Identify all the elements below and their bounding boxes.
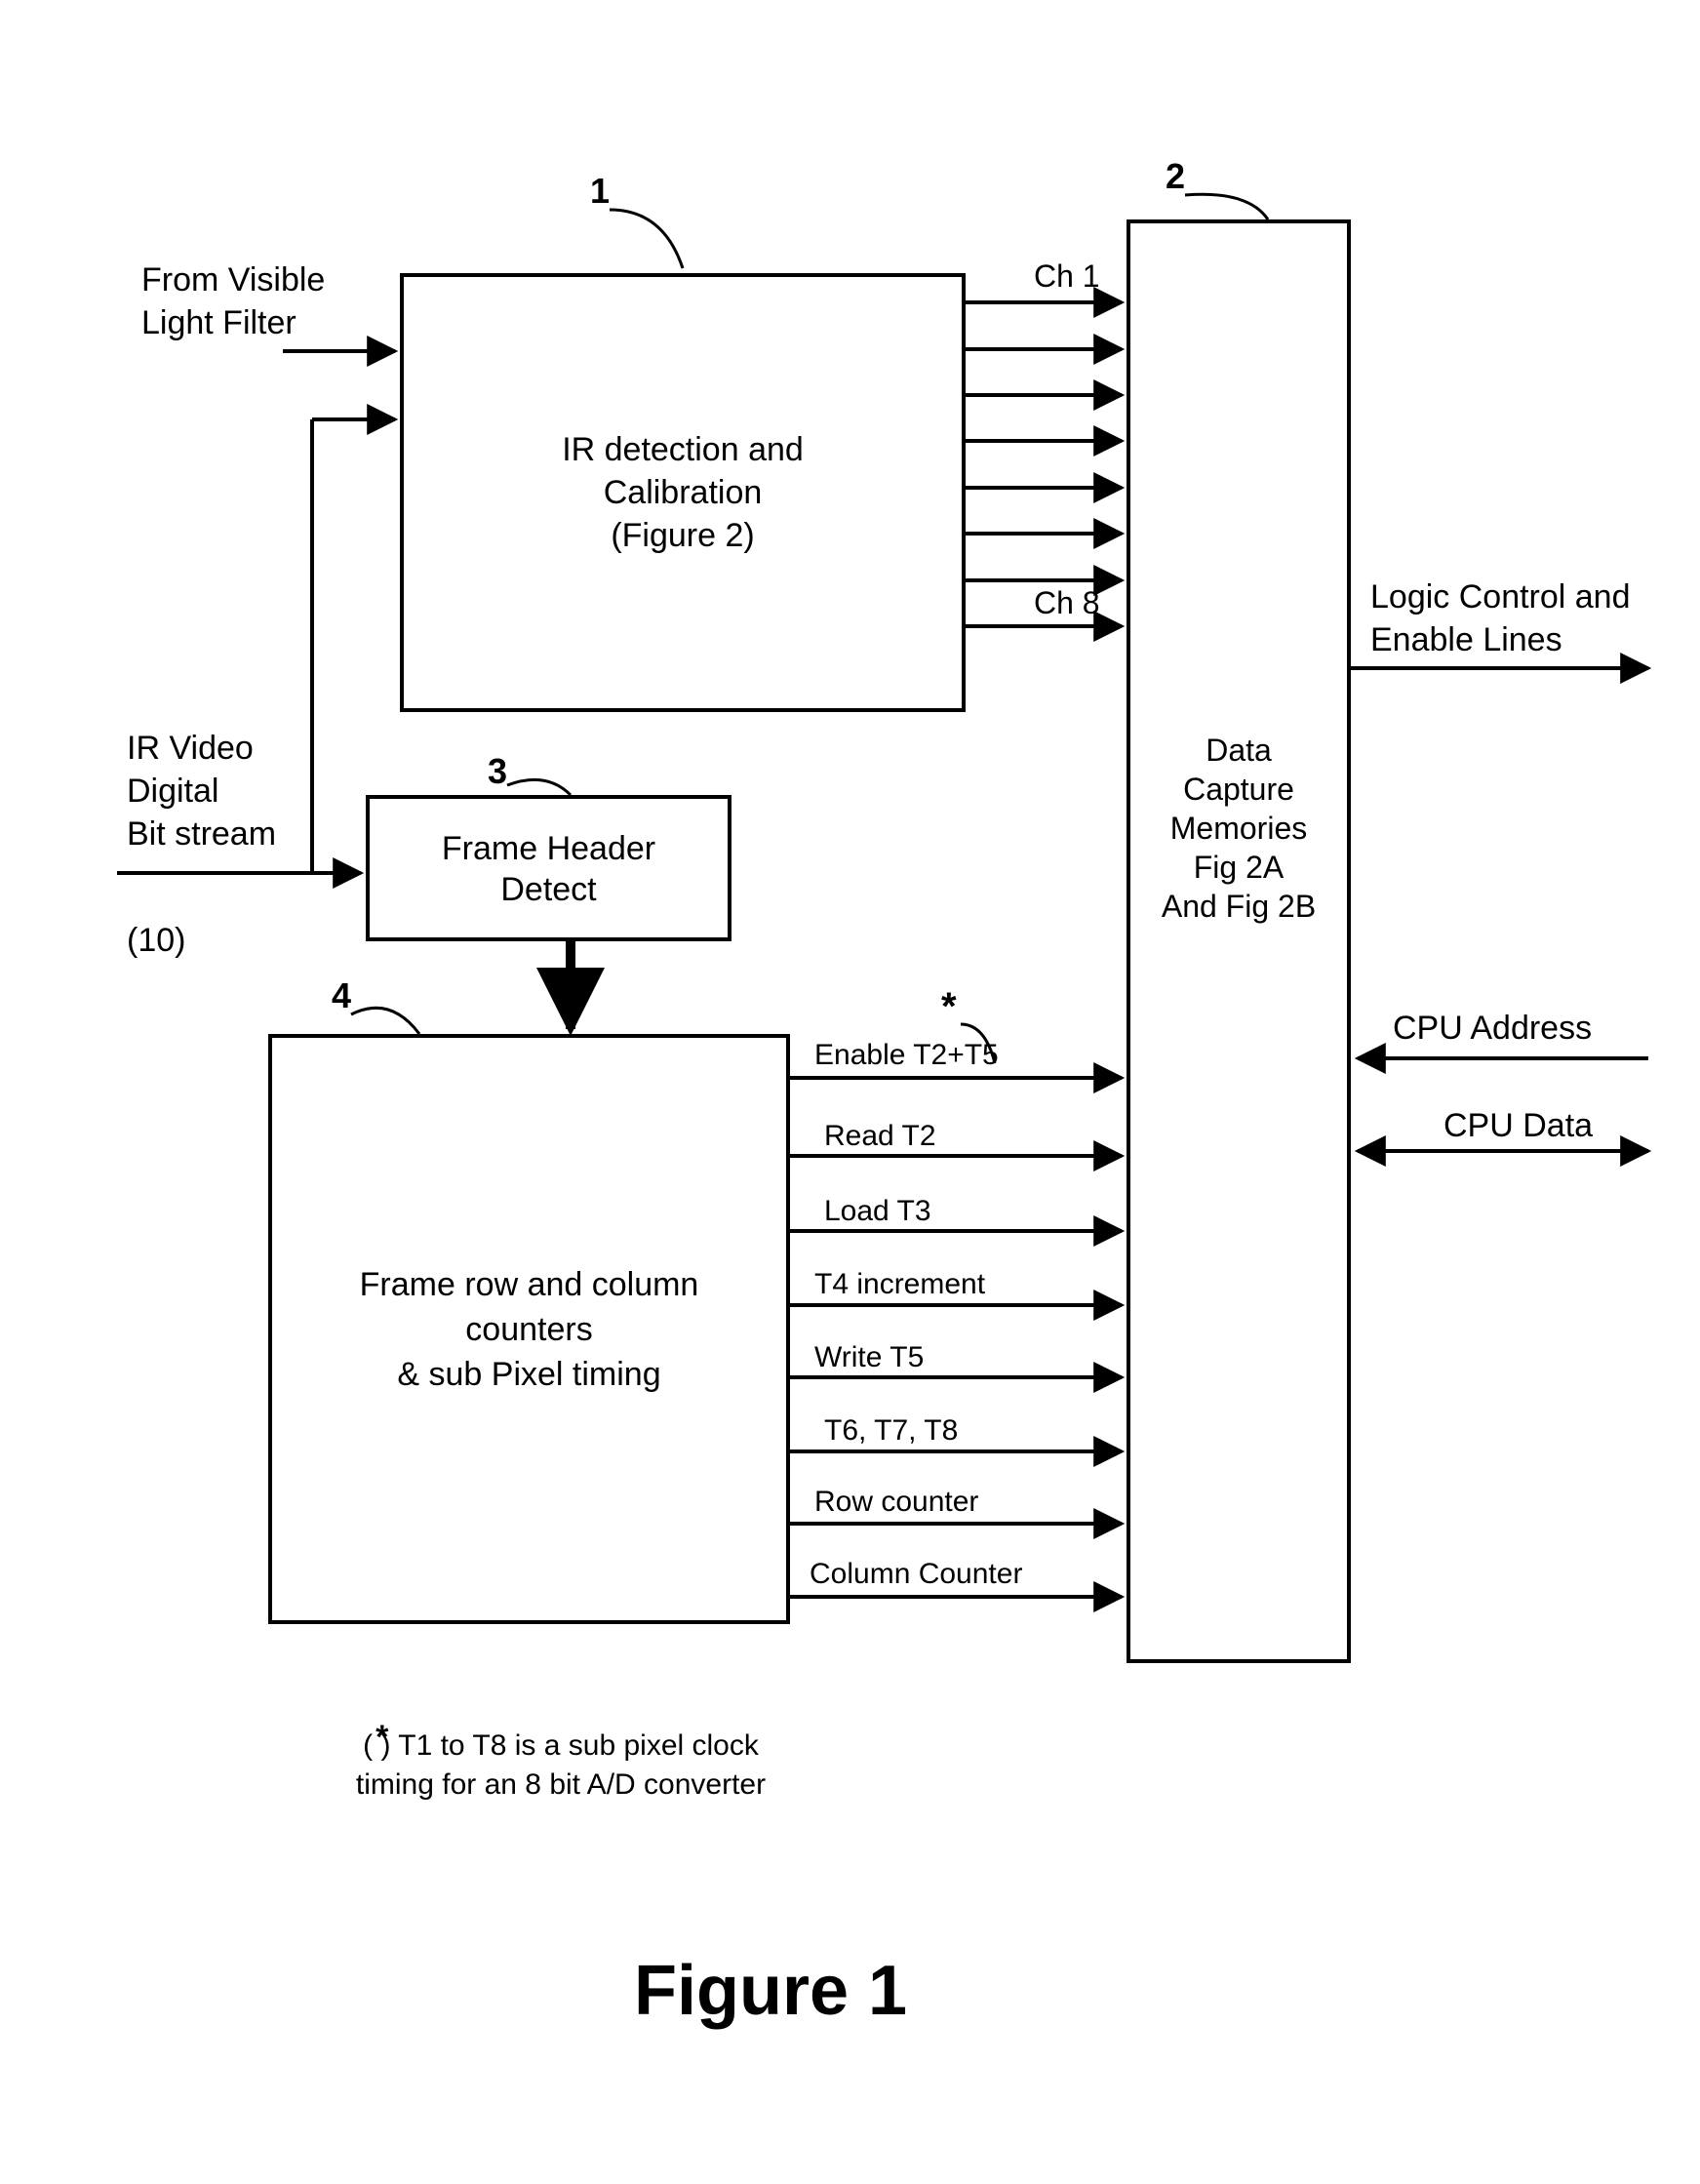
label-logic-control: Logic Control and Enable Lines xyxy=(1370,576,1631,661)
footnote-text: ( ) T1 to T8 is a sub pixel clock timing… xyxy=(356,1729,766,1801)
footnote: * ( ) T1 to T8 is a sub pixel clock timi… xyxy=(336,1727,785,1805)
diagram-page: IR detection and Calibration (Figure 2) … xyxy=(0,0,1700,2184)
signal-4: Write T5 xyxy=(814,1341,924,1374)
signal-2: Load T3 xyxy=(824,1195,931,1228)
block-counters-text: Frame row and column counters & sub Pixe… xyxy=(272,1262,786,1397)
block-data-capture-text: Data Capture Memories Fig 2A And Fig 2B xyxy=(1130,731,1347,926)
signal-0: Enable T2+T5 xyxy=(814,1039,999,1072)
signal-1: Read T2 xyxy=(824,1120,936,1153)
label-cpu-address: CPU Address xyxy=(1393,1010,1592,1048)
label-ch8: Ch 8 xyxy=(1034,585,1100,621)
block-counters: Frame row and column counters & sub Pixe… xyxy=(268,1034,790,1624)
callout-4: 4 xyxy=(332,975,351,1016)
signal-6: Row counter xyxy=(814,1486,978,1519)
callout-2: 2 xyxy=(1166,156,1185,197)
block-frame-header: Frame Header Detect xyxy=(366,795,731,941)
label-callout-ten: (10) xyxy=(127,922,185,960)
block-ir-detection-text: IR detection and Calibration (Figure 2) xyxy=(404,428,962,557)
label-cpu-data: CPU Data xyxy=(1443,1107,1593,1145)
signal-7: Column Counter xyxy=(810,1558,1022,1591)
callout-1: 1 xyxy=(590,171,610,212)
label-ch1: Ch 1 xyxy=(1034,258,1100,295)
signal-3: T4 increment xyxy=(814,1268,985,1301)
signal-5: T6, T7, T8 xyxy=(824,1414,958,1448)
footnote-star: * xyxy=(376,1718,388,1757)
label-ir-stream: IR Video Digital Bit stream xyxy=(127,727,276,855)
callout-3: 3 xyxy=(488,751,507,792)
block-data-capture: Data Capture Memories Fig 2A And Fig 2B xyxy=(1127,219,1351,1663)
block-frame-header-text: Frame Header Detect xyxy=(370,828,728,910)
block-ir-detection: IR detection and Calibration (Figure 2) xyxy=(400,273,966,712)
callout-star: * xyxy=(941,985,957,1029)
figure-title: Figure 1 xyxy=(634,1951,907,2031)
label-visible-light: From Visible Light Filter xyxy=(141,258,325,344)
